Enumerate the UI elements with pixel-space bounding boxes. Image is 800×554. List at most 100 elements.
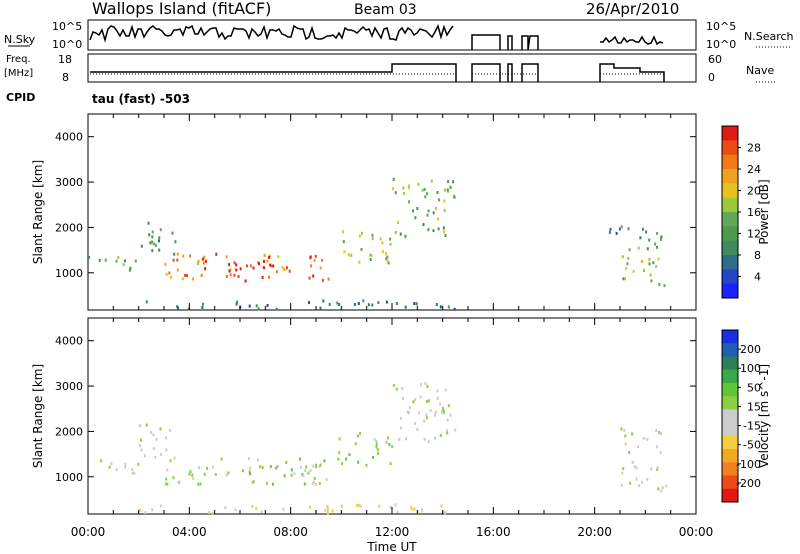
echo-pixel [198, 466, 200, 470]
echo-pixel [449, 185, 452, 189]
echo-pixel [392, 177, 395, 181]
echo-pixel [283, 268, 286, 272]
colorbar-segment [722, 396, 738, 410]
colorbar-tick-label: 16 [747, 206, 761, 219]
echo-pixel [435, 303, 438, 306]
echo-pixel [658, 282, 661, 286]
beam-title: Beam 03 [354, 2, 417, 18]
echo-pixel [288, 269, 291, 273]
echo-pixel [256, 458, 259, 462]
echo-pixel [261, 466, 264, 470]
y-tick-label: 4000 [55, 335, 83, 348]
echo-pixel [444, 234, 447, 237]
echo-pixel [133, 471, 136, 475]
echo-pixel [416, 510, 419, 514]
echo-pixel [309, 505, 312, 509]
echo-pixel [414, 421, 417, 425]
power-panel: 1000 2000 3000 4000 Slant Range [km] [31, 113, 697, 311]
colorbar-segment [722, 475, 738, 490]
echo-pixel [665, 484, 668, 488]
echo-pixel [255, 304, 258, 308]
echo-pixel [201, 306, 204, 309]
echo-pixel [633, 465, 636, 469]
echo-pixel [276, 270, 279, 274]
echo-pixel [659, 237, 662, 241]
echo-pixel [143, 454, 146, 458]
echo-pixel [108, 465, 111, 469]
echo-pixel [104, 258, 107, 262]
echo-pixel [204, 267, 207, 271]
echo-pixel [453, 307, 456, 311]
echo-pixel [629, 481, 632, 485]
echo-pixel [206, 466, 208, 470]
echo-pixel [440, 410, 443, 414]
echo-pixel [414, 216, 417, 220]
echo-pixel [277, 255, 280, 259]
echo-pixel [362, 299, 365, 303]
nsky-tick-bottom: 10^0 [52, 38, 82, 51]
echo-pixel [394, 191, 397, 195]
echo-pixel [170, 275, 173, 279]
echo-pixel [447, 404, 450, 408]
echo-pixel [427, 440, 430, 444]
echo-pixel [375, 440, 378, 444]
echo-pixel [443, 511, 446, 515]
echo-pixel [435, 207, 437, 211]
echo-pixel [355, 504, 358, 508]
echo-pixel [430, 179, 433, 183]
echo-pixel [434, 410, 437, 414]
echo-pixel [249, 264, 252, 268]
echo-pixel [423, 437, 426, 441]
echo-pixel [202, 261, 205, 265]
echo-pixel [177, 306, 180, 310]
echo-pixel [203, 255, 206, 259]
echo-pixel [304, 469, 307, 472]
colorbar-tick-label: 28 [747, 142, 761, 155]
echo-pixel [314, 482, 317, 486]
echo-pixel [211, 465, 214, 469]
echo-pixel [357, 460, 360, 464]
echo-pixel [373, 437, 376, 441]
echo-pixel [159, 228, 162, 232]
echo-pixel [624, 277, 626, 281]
echo-pixel [367, 303, 370, 307]
echo-pixel [663, 284, 666, 288]
echo-pixel [115, 259, 118, 263]
colorbar-tick-label: 4 [754, 271, 761, 284]
echo-pixel [275, 307, 278, 311]
echo-pixel [622, 277, 625, 281]
colorbar-tick-label: -200 [736, 477, 761, 490]
echo-pixel [242, 469, 244, 473]
echo-pixel [322, 299, 325, 303]
echo-pixel [399, 232, 402, 236]
colorbar-segment [722, 356, 738, 371]
echo-pixel [155, 437, 158, 441]
echo-pixel [276, 465, 279, 469]
echo-pixel [235, 268, 238, 272]
echo-pixel [424, 382, 427, 385]
echo-pixel [408, 200, 411, 204]
echo-pixel [134, 259, 137, 263]
echo-pixel [171, 231, 174, 235]
echo-pixel [437, 227, 440, 231]
echo-pixel [184, 273, 187, 277]
y-tick-label: 1000 [55, 471, 83, 484]
echo-pixel [377, 451, 380, 455]
echo-pixel [404, 235, 407, 239]
echo-pixel [345, 457, 348, 461]
echo-pixel [658, 431, 661, 435]
echo-pixel [371, 237, 374, 241]
echo-pixel [200, 273, 203, 277]
cpid-label: CPID [6, 91, 35, 104]
echo-pixel [255, 506, 258, 510]
echo-pixel [269, 465, 272, 469]
echo-pixel [637, 445, 640, 449]
echo-pixel [189, 470, 192, 474]
echo-pixel [169, 459, 172, 463]
echo-pixel [129, 266, 132, 270]
echo-pixel [371, 233, 374, 237]
echo-pixel [396, 510, 399, 514]
echo-pixel [452, 180, 455, 184]
echo-pixel [389, 242, 392, 246]
echo-pixel [341, 462, 343, 466]
